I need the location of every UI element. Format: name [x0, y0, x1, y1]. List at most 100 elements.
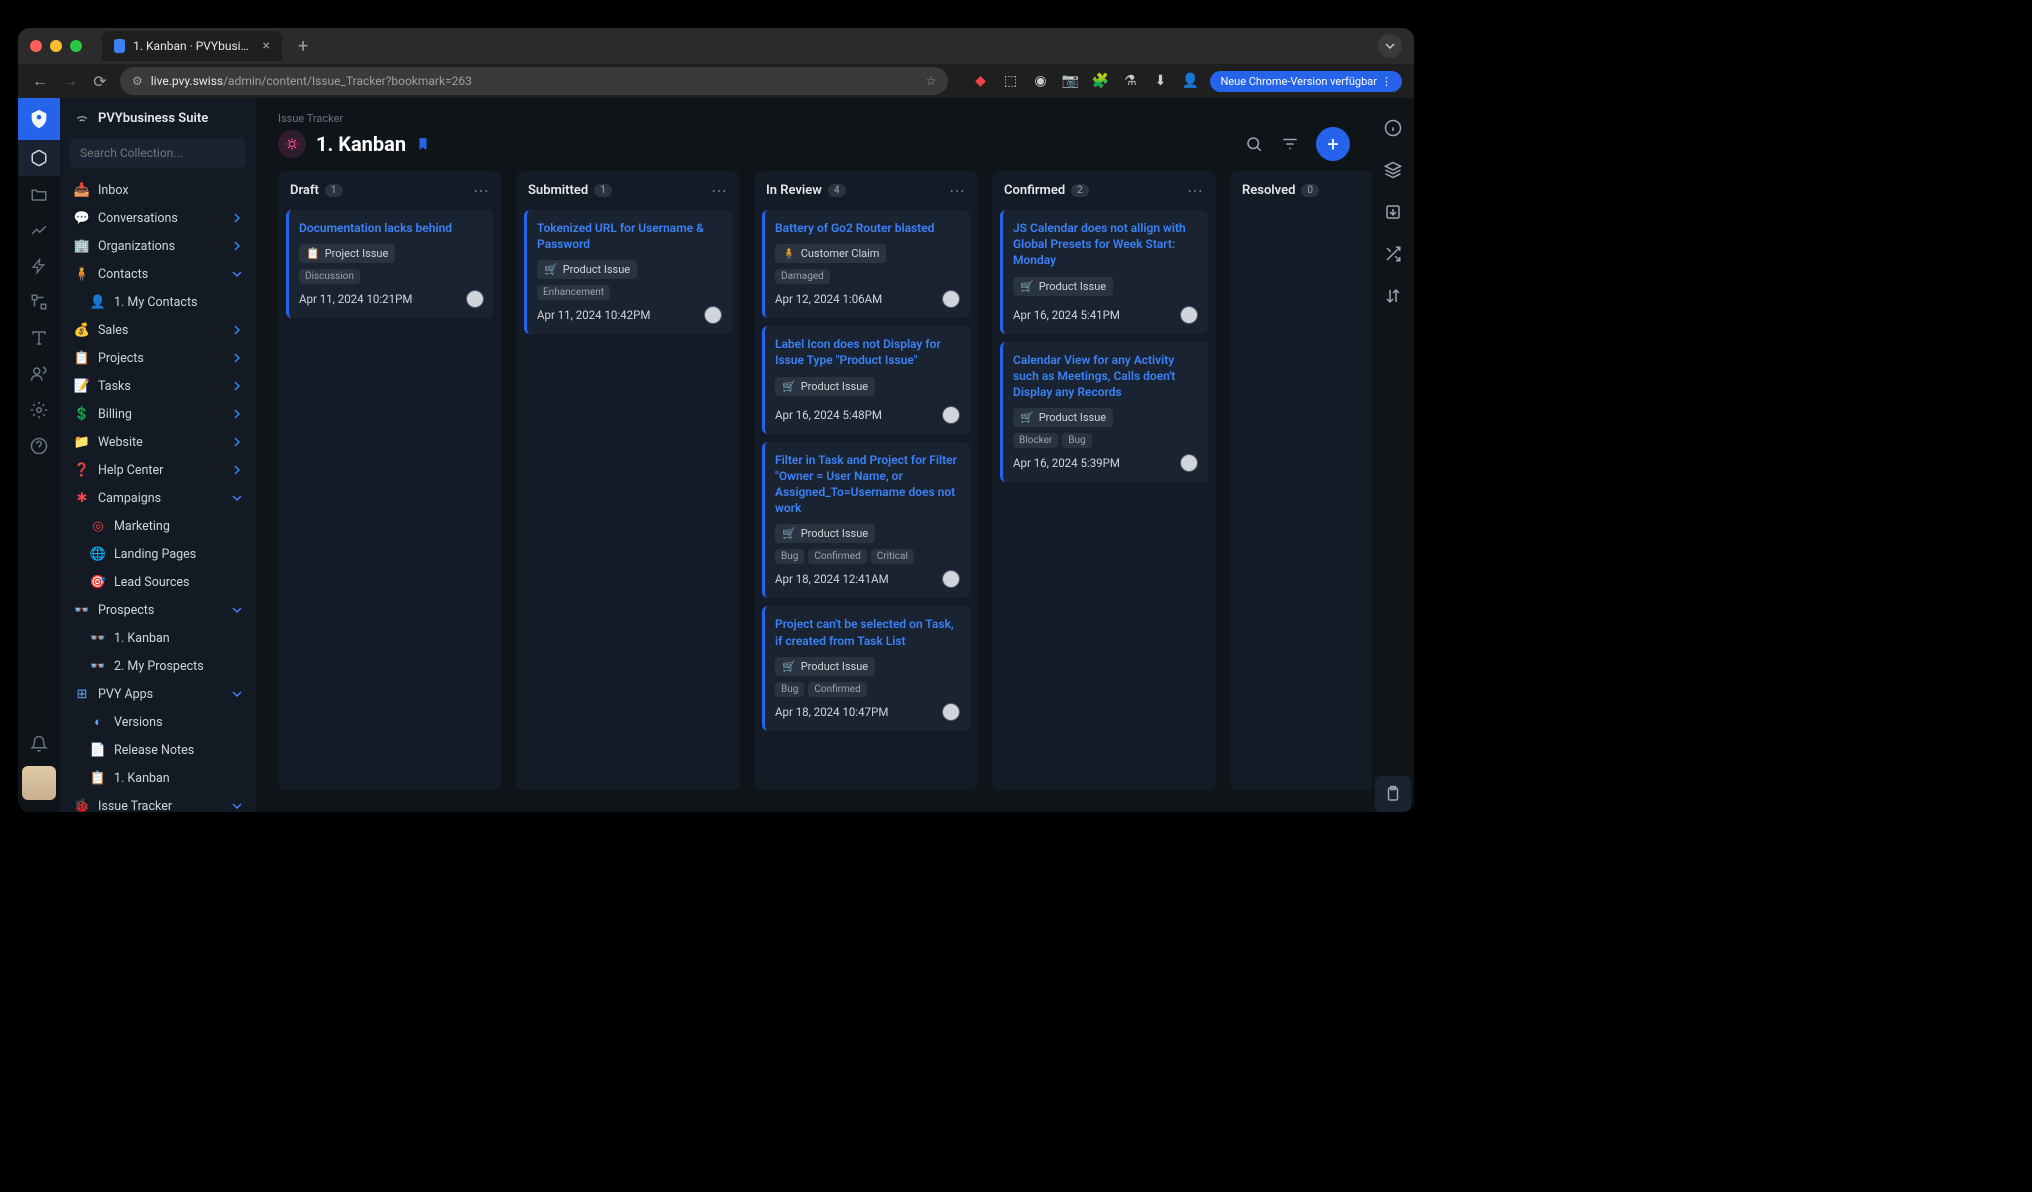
sidebar-item-prospects[interactable]: 👓Prospects — [66, 596, 250, 624]
filter-button[interactable] — [1274, 128, 1306, 160]
tag: Damaged — [775, 269, 830, 284]
rail-insights-icon[interactable] — [18, 212, 60, 248]
sidebar-item-contacts[interactable]: 🧍Contacts — [66, 260, 250, 288]
kanban-column-draft: Draft1⋯Documentation lacks behind📋Projec… — [278, 171, 502, 790]
sidebar-item-1-my-contacts[interactable]: 👤1. My Contacts — [66, 288, 250, 316]
sidebar-item-conversations[interactable]: 💬Conversations — [66, 204, 250, 232]
rail-files-icon[interactable] — [18, 176, 60, 212]
labs-icon[interactable]: ⚗ — [1120, 71, 1140, 91]
sidebar-item-help-center[interactable]: ❓Help Center — [66, 456, 250, 484]
info-icon[interactable] — [1375, 110, 1411, 146]
sidebar-item-lead-sources[interactable]: 🎯Lead Sources — [66, 568, 250, 596]
rail-settings-icon[interactable] — [18, 392, 60, 428]
sidebar-item-1-kanban[interactable]: 👓1. Kanban — [66, 624, 250, 652]
kanban-card[interactable]: Project can't be selected on Task, if cr… — [762, 606, 970, 730]
kanban-card[interactable]: Tokenized URL for Username & Password🛒Pr… — [524, 210, 732, 334]
save-icon[interactable] — [1375, 194, 1411, 230]
kanban-card[interactable]: Filter in Task and Project for Filter "O… — [762, 442, 970, 599]
card-title[interactable]: Project can't be selected on Task, if cr… — [775, 616, 960, 648]
back-button[interactable]: ← — [30, 71, 50, 91]
nav-label: Issue Tracker — [98, 799, 172, 813]
sidebar-item-versions[interactable]: ◐Versions — [66, 708, 250, 736]
rail-users-icon[interactable] — [18, 356, 60, 392]
kanban-card[interactable]: JS Calendar does not allign with Global … — [1000, 210, 1208, 334]
type-label: Product Issue — [1039, 280, 1106, 293]
card-title[interactable]: Filter in Task and Project for Filter "O… — [775, 452, 960, 517]
sort-icon[interactable] — [1375, 278, 1411, 314]
sidebar-item-1-kanban[interactable]: 📋1. Kanban — [66, 764, 250, 792]
card-tags: Discussion — [299, 269, 484, 284]
ext-icon-3[interactable]: ◉ — [1030, 71, 1050, 91]
search-input[interactable] — [70, 138, 246, 168]
sidebar-item-inbox[interactable]: 📥Inbox — [66, 176, 250, 204]
profile-icon[interactable]: 👤 — [1180, 71, 1200, 91]
site-settings-icon[interactable]: ⚙ — [132, 74, 143, 88]
type-label: Product Issue — [1039, 411, 1106, 424]
new-tab-button[interactable]: + — [290, 36, 316, 57]
extensions-icon[interactable]: 🧩 — [1090, 71, 1110, 91]
sidebar-item-website[interactable]: 📁Website — [66, 428, 250, 456]
bookmark-icon[interactable] — [416, 137, 430, 151]
downloads-icon[interactable]: ⬇ — [1150, 71, 1170, 91]
column-menu-icon[interactable]: ⋯ — [1187, 181, 1204, 200]
nav-label: PVY Apps — [98, 687, 153, 702]
card-title[interactable]: Battery of Go2 Router blasted — [775, 220, 960, 236]
tabs-overflow-button[interactable] — [1378, 34, 1402, 58]
type-label: Product Issue — [801, 380, 868, 393]
window-maximize-button[interactable] — [70, 40, 82, 52]
sidebar-header: PVYbusiness Suite — [66, 98, 250, 134]
kanban-card[interactable]: Calendar View for any Activity such as M… — [1000, 342, 1208, 483]
sidebar-item-release-notes[interactable]: 📄Release Notes — [66, 736, 250, 764]
sidebar-item-sales[interactable]: 💰Sales — [66, 316, 250, 344]
rail-text-icon[interactable] — [18, 320, 60, 356]
url-input[interactable]: ⚙ live.pvy.swiss/admin/content/Issue_Tra… — [120, 67, 948, 95]
sidebar-item-2-my-prospects[interactable]: 👓2. My Prospects — [66, 652, 250, 680]
shuffle-icon[interactable] — [1375, 236, 1411, 272]
tab-close-icon[interactable]: × — [263, 38, 270, 54]
card-title[interactable]: Tokenized URL for Username & Password — [537, 220, 722, 252]
rail-user-avatar[interactable] — [22, 766, 56, 800]
clipboard-icon[interactable] — [1375, 776, 1411, 812]
sidebar-item-landing-pages[interactable]: 🌐Landing Pages — [66, 540, 250, 568]
rail-bolt-icon[interactable] — [18, 248, 60, 284]
sidebar-item-projects[interactable]: 📋Projects — [66, 344, 250, 372]
rail-notifications-icon[interactable] — [18, 726, 60, 762]
column-menu-icon[interactable]: ⋯ — [473, 181, 490, 200]
browser-tab[interactable]: 1. Kanban · PVYbusiness Sui × — [102, 31, 282, 61]
card-title[interactable]: Label Icon does not Display for Issue Ty… — [775, 336, 960, 368]
ext-icon-1[interactable]: ◆ — [970, 71, 990, 91]
column-menu-icon[interactable]: ⋯ — [711, 181, 728, 200]
chrome-update-button[interactable]: Neue Chrome-Version verfügbar ⋮ — [1210, 71, 1402, 92]
bookmark-star-icon[interactable]: ☆ — [926, 74, 937, 88]
rail-collections-icon[interactable] — [18, 140, 60, 176]
sidebar-item-billing[interactable]: 💲Billing — [66, 400, 250, 428]
kanban-card[interactable]: Label Icon does not Display for Issue Ty… — [762, 326, 970, 433]
sidebar-item-marketing[interactable]: ◎Marketing — [66, 512, 250, 540]
card-title[interactable]: JS Calendar does not allign with Global … — [1013, 220, 1198, 269]
column-title: Confirmed — [1004, 183, 1065, 198]
add-button[interactable]: + — [1316, 127, 1350, 161]
sidebar-item-organizations[interactable]: 🏢Organizations — [66, 232, 250, 260]
ext-icon-4[interactable]: 📷 — [1060, 71, 1080, 91]
forward-button[interactable]: → — [60, 71, 80, 91]
reload-button[interactable]: ⟳ — [90, 72, 110, 91]
kanban-card[interactable]: Documentation lacks behind📋Project Issue… — [286, 210, 494, 318]
app-logo[interactable] — [18, 98, 60, 140]
column-menu-icon[interactable]: ⋯ — [949, 181, 966, 200]
card-title[interactable]: Calendar View for any Activity such as M… — [1013, 352, 1198, 401]
kanban-card[interactable]: Battery of Go2 Router blasted🧍Customer C… — [762, 210, 970, 318]
card-date: Apr 16, 2024 5:41PM — [1013, 308, 1120, 322]
sidebar-item-pvy-apps[interactable]: ⊞PVY Apps — [66, 680, 250, 708]
window-minimize-button[interactable] — [50, 40, 62, 52]
sidebar-item-campaigns[interactable]: ✱Campaigns — [66, 484, 250, 512]
sidebar-item-tasks[interactable]: 📝Tasks — [66, 372, 250, 400]
card-title[interactable]: Documentation lacks behind — [299, 220, 484, 236]
ext-icon-2[interactable]: ⬚ — [1000, 71, 1020, 91]
rail-help-icon[interactable] — [18, 428, 60, 464]
sidebar-item-issue-tracker[interactable]: 🐞Issue Tracker — [66, 792, 250, 812]
search-button[interactable] — [1238, 128, 1270, 160]
layers-icon[interactable] — [1375, 152, 1411, 188]
rail-flow-icon[interactable] — [18, 284, 60, 320]
window-close-button[interactable] — [30, 40, 42, 52]
nav-icon: 💬 — [74, 210, 90, 226]
